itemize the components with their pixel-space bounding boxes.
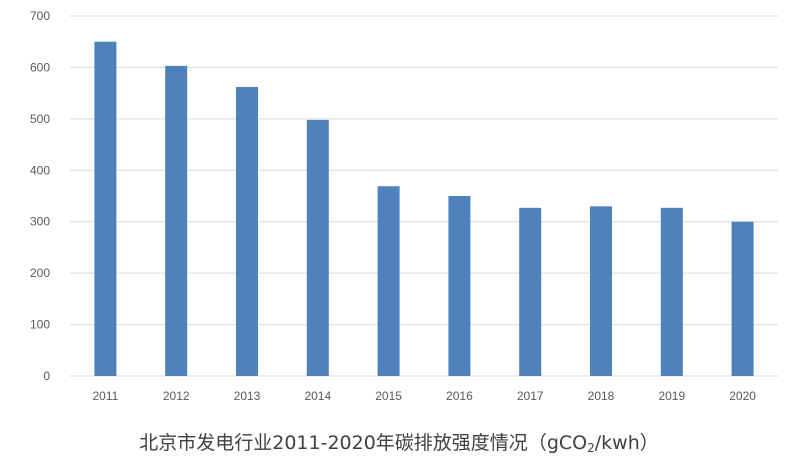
y-tick-label: 100	[30, 318, 50, 332]
y-tick-label: 500	[30, 112, 50, 126]
gridlines	[70, 15, 778, 377]
x-tick-label: 2020	[729, 389, 756, 403]
x-tick-label: 2011	[92, 389, 118, 403]
x-tick-label: 2012	[163, 389, 190, 403]
y-tick-label: 200	[30, 266, 50, 280]
chart-unit-open: （gCO	[527, 432, 588, 454]
x-axis-tick-labels: 2011 2012 2013 2014 2015 2016 2017 2018 2019 2020	[92, 389, 756, 403]
chart-title: 北京市发电行业2011-2020年碳排放强度情况（gCO2/kwh）	[0, 428, 798, 455]
x-tick-label: 2015	[375, 389, 402, 403]
y-tick-label: 300	[30, 215, 50, 229]
bar-2017	[519, 207, 542, 376]
y-tick-label: 600	[30, 60, 50, 74]
x-tick-label: 2017	[517, 389, 544, 403]
bar-2016	[448, 196, 471, 376]
chart-unit-subscript: 2	[587, 441, 595, 455]
x-tick-label: 2018	[588, 389, 615, 403]
bar-2014	[306, 119, 329, 376]
x-tick-label: 2019	[658, 389, 685, 403]
x-tick-label: 2016	[446, 389, 473, 403]
x-tick-label: 2013	[234, 389, 261, 403]
bar-2013	[236, 86, 258, 376]
bar-2019	[660, 207, 683, 376]
x-tick-label: 2014	[304, 389, 331, 403]
bar-2020	[731, 221, 754, 376]
bar-2015	[377, 186, 400, 376]
chart-title-text: 北京市发电行业2011-2020年碳排放强度情况	[139, 432, 528, 454]
bars	[94, 41, 754, 376]
bar-2018	[590, 206, 612, 376]
y-tick-label: 0	[43, 369, 50, 383]
y-tick-label: 400	[30, 163, 50, 177]
bar-2011	[94, 41, 117, 376]
chart-unit-close: /kwh）	[594, 432, 659, 454]
y-axis-tick-labels: 0 100 200 300 400 500 600 700	[30, 9, 50, 383]
bar-2012	[165, 65, 188, 376]
y-tick-label: 700	[30, 9, 50, 23]
